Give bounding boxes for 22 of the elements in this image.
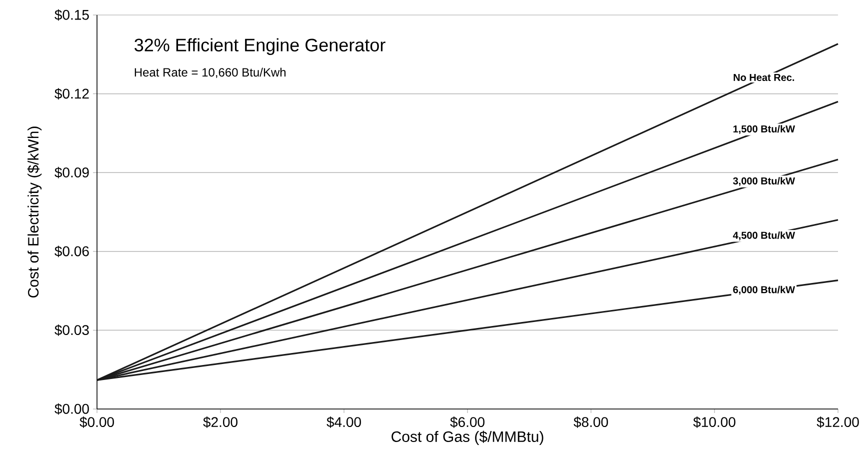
series-label: No Heat Rec. <box>734 74 794 81</box>
x-axis-title: Cost of Gas ($/MMBtu) <box>392 430 544 445</box>
text: 32% Efficient Engine Generator <box>134 38 386 56</box>
x-tick-label: $6.00 <box>450 416 484 428</box>
y-tick-label: $0.03 <box>54 324 89 336</box>
x-tick-label: $4.00 <box>326 416 361 428</box>
series-label: 6,000 Btu/kW <box>733 286 796 295</box>
x-tick-label: $2.00 <box>203 416 238 428</box>
series-label: 4,500 Btu/kW <box>732 232 796 240</box>
y-tick-label: $0.12 <box>54 88 89 100</box>
y-axis-title: Cost of Electricity ($/kWh) <box>27 126 42 298</box>
y-tick-label: $0.06 <box>54 246 89 258</box>
text: Heat Rate = 10,660 Btu/Kwh <box>134 68 286 78</box>
y-tick-label: $0.15 <box>54 9 89 21</box>
series-label: 3,000 Btu/kW <box>733 177 796 186</box>
x-tick-label: $8.00 <box>574 416 608 428</box>
y-tick-label: $0.00 <box>54 403 89 415</box>
x-tick-label: $10.00 <box>693 416 736 428</box>
series-label: 1,500 Btu/kW <box>733 125 796 134</box>
x-tick-label: $12.00 <box>816 416 859 428</box>
x-tick-label: $0.00 <box>80 416 114 428</box>
y-tick-label: $0.09 <box>54 166 89 178</box>
